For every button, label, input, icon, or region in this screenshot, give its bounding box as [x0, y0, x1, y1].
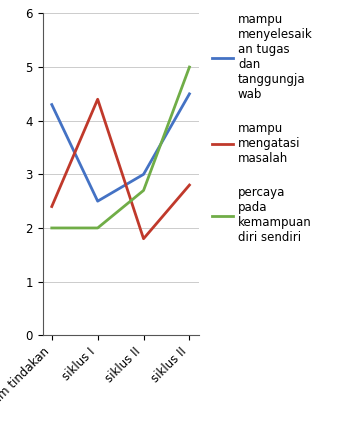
Line: mampu
menyelesaik
an tugas
dan
tanggungja
wab: mampu menyelesaik an tugas dan tanggungj… — [52, 94, 190, 201]
mampu
mengatasi
masalah — [50, 204, 54, 209]
mampu
menyelesaik
an tugas
dan
tanggungja
wab — [141, 172, 146, 177]
mampu
mengatasi
masalah — [187, 182, 192, 188]
percaya
pada
kemampuan
diri sendiri — [95, 225, 100, 231]
Line: mampu
mengatasi
masalah: mampu mengatasi masalah — [52, 99, 190, 239]
mampu
menyelesaik
an tugas
dan
tanggungja
wab — [187, 91, 192, 97]
Line: percaya
pada
kemampuan
diri sendiri: percaya pada kemampuan diri sendiri — [52, 67, 190, 228]
mampu
menyelesaik
an tugas
dan
tanggungja
wab — [95, 198, 100, 204]
mampu
menyelesaik
an tugas
dan
tanggungja
wab — [50, 102, 54, 107]
percaya
pada
kemampuan
diri sendiri — [141, 188, 146, 193]
percaya
pada
kemampuan
diri sendiri — [187, 64, 192, 70]
Legend: mampu
menyelesaik
an tugas
dan
tanggungja
wab, mampu
mengatasi
masalah, percaya
: mampu menyelesaik an tugas dan tanggungj… — [212, 13, 313, 245]
mampu
mengatasi
masalah — [141, 236, 146, 241]
percaya
pada
kemampuan
diri sendiri — [50, 225, 54, 231]
mampu
mengatasi
masalah — [95, 97, 100, 102]
